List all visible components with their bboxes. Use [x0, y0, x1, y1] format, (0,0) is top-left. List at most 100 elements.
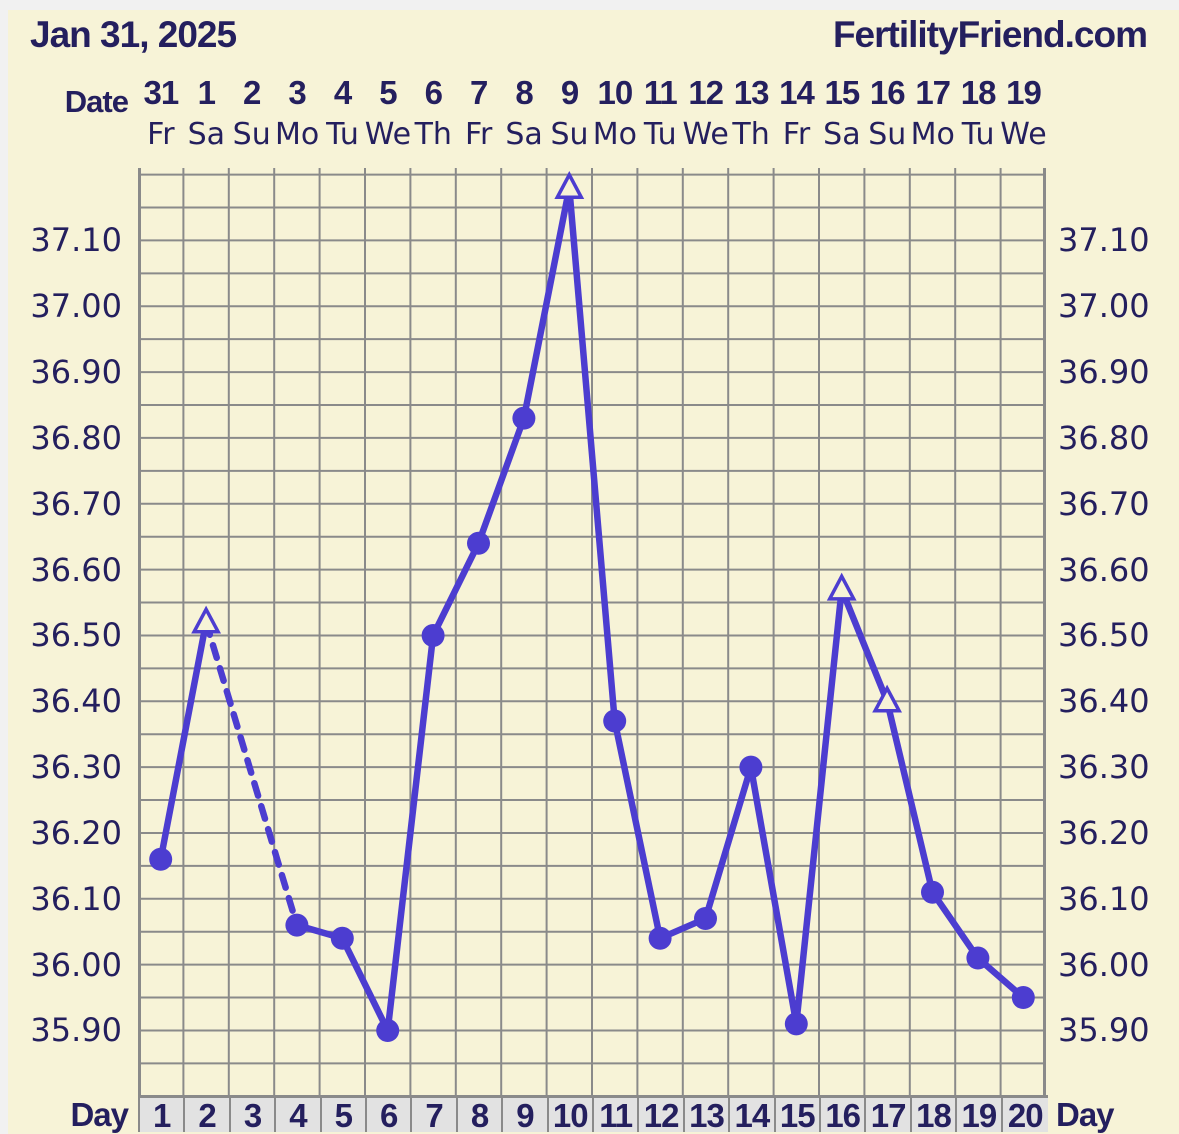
y-tick-label-left: 36.00 — [30, 945, 122, 984]
day-row-label-left: Day — [70, 1096, 129, 1133]
temp-point-circle — [739, 755, 763, 779]
day-number-cell: 19 — [955, 1095, 1001, 1134]
weekday-cell: We — [682, 117, 729, 152]
temp-point-circle — [648, 926, 672, 950]
day-number-cell: 2 — [183, 1095, 229, 1134]
temp-point-triangle — [872, 684, 903, 713]
weekday-cell: Sa — [823, 117, 861, 152]
y-tick-label-left: 36.20 — [30, 813, 122, 852]
y-tick-label-left: 37.10 — [30, 221, 122, 260]
temp-point-circle — [376, 1018, 400, 1042]
weekday-cell: Th — [732, 117, 770, 152]
bbt-chart-plot-area — [138, 168, 1046, 1095]
date-cell: 1 — [197, 74, 216, 111]
temp-point-circle — [330, 926, 354, 950]
y-tick-label-right: 36.90 — [1058, 353, 1150, 392]
y-tick-label-right: 36.50 — [1058, 616, 1150, 655]
day-number-cell: 20 — [1000, 1095, 1048, 1134]
date-cell: 4 — [333, 74, 352, 111]
weekday-cell: Su — [232, 117, 271, 152]
temp-segment — [793, 586, 845, 1028]
day-number-cell: 5 — [319, 1095, 365, 1134]
date-cell: 12 — [688, 74, 724, 111]
chart-panel-background — [8, 10, 1179, 1134]
y-tick-label-left: 35.90 — [30, 1011, 122, 1050]
day-number-cell: 4 — [274, 1095, 320, 1134]
temp-segment — [883, 698, 936, 896]
day-number-cell: 1 — [138, 1095, 184, 1134]
y-tick-label-right: 36.20 — [1058, 813, 1150, 852]
temp-segment-dashed — [202, 619, 301, 929]
weekday-cell: Fr — [782, 117, 811, 152]
temp-point-circle — [921, 880, 944, 904]
temp-point-circle — [467, 531, 490, 555]
temp-point-circle — [512, 406, 536, 430]
y-tick-label-left: 36.70 — [30, 484, 122, 523]
y-tick-label-right: 37.00 — [1058, 287, 1150, 326]
temp-point-circle — [285, 913, 309, 937]
y-tick-label-left: 36.80 — [30, 418, 122, 457]
day-number-cell: 8 — [455, 1095, 502, 1134]
temp-segment — [566, 184, 618, 725]
weekday-cell: Th — [414, 117, 452, 152]
date-cell: 17 — [915, 74, 951, 111]
temp-point-circle — [421, 623, 445, 647]
day-number-cell: 16 — [819, 1095, 865, 1134]
day-number-cell: 12 — [637, 1095, 683, 1134]
day-number-cell: 9 — [501, 1095, 547, 1134]
weekday-cell: Tu — [643, 117, 677, 152]
date-cell: 5 — [379, 74, 397, 111]
temp-point-circle — [149, 847, 173, 871]
y-tick-label-right: 36.60 — [1058, 550, 1150, 589]
site-name: FertilityFriend.com — [832, 14, 1148, 55]
y-tick-label-left: 36.30 — [30, 748, 122, 787]
temp-point-circle — [784, 1012, 808, 1036]
weekday-cell: Fr — [464, 117, 493, 152]
y-tick-label-right: 36.30 — [1058, 748, 1150, 787]
temp-point-triangle — [554, 171, 585, 200]
day-number-cell: 10 — [546, 1095, 592, 1134]
weekday-cell: Su — [868, 117, 907, 152]
temp-segment — [157, 619, 210, 863]
y-tick-label-right: 36.00 — [1058, 945, 1150, 984]
day-number-cell: 17 — [864, 1095, 910, 1134]
weekday-cell: Sa — [187, 117, 225, 152]
temp-segment — [475, 414, 528, 547]
y-tick-label-right: 35.90 — [1058, 1011, 1150, 1050]
temp-segment — [838, 586, 891, 705]
date-cell: 31 — [143, 74, 180, 111]
day-number-cell: 3 — [228, 1095, 275, 1134]
y-tick-label-left: 36.10 — [30, 879, 122, 918]
temp-segment — [429, 540, 482, 639]
date-cell: 15 — [824, 74, 861, 111]
date-cell: 8 — [515, 74, 533, 111]
temp-point-circle — [603, 709, 627, 733]
date-cell: 16 — [869, 74, 906, 111]
temp-segment — [702, 763, 755, 922]
y-tick-label-left: 37.00 — [30, 287, 122, 326]
temp-point-circle — [1011, 986, 1035, 1010]
date-cell: 13 — [733, 74, 770, 111]
date-cell: 3 — [288, 74, 306, 111]
page-title-date: Jan 31, 2025 — [30, 14, 237, 55]
weekday-cell: We — [1000, 117, 1047, 152]
weekday-cell: Tu — [326, 117, 359, 152]
date-cell: 19 — [1006, 74, 1042, 111]
temp-point-triangle — [826, 572, 857, 601]
date-cell: 18 — [960, 74, 997, 111]
date-cell: 7 — [470, 74, 488, 111]
day-row-label-right: Day — [1056, 1096, 1115, 1133]
y-tick-label-left: 36.40 — [30, 682, 122, 721]
temp-segment — [384, 632, 437, 1034]
temp-segment — [929, 888, 982, 962]
day-number-cell: 13 — [682, 1095, 729, 1134]
weekday-cell: We — [364, 117, 412, 152]
date-cell: 9 — [560, 74, 579, 111]
y-tick-label-right: 36.80 — [1058, 418, 1150, 457]
weekday-cell: Mo — [274, 117, 320, 152]
y-tick-label-right: 37.10 — [1058, 221, 1150, 260]
temp-segment — [747, 763, 800, 1028]
y-tick-label-left: 36.50 — [30, 616, 122, 655]
weekday-cell: Tu — [961, 117, 995, 152]
